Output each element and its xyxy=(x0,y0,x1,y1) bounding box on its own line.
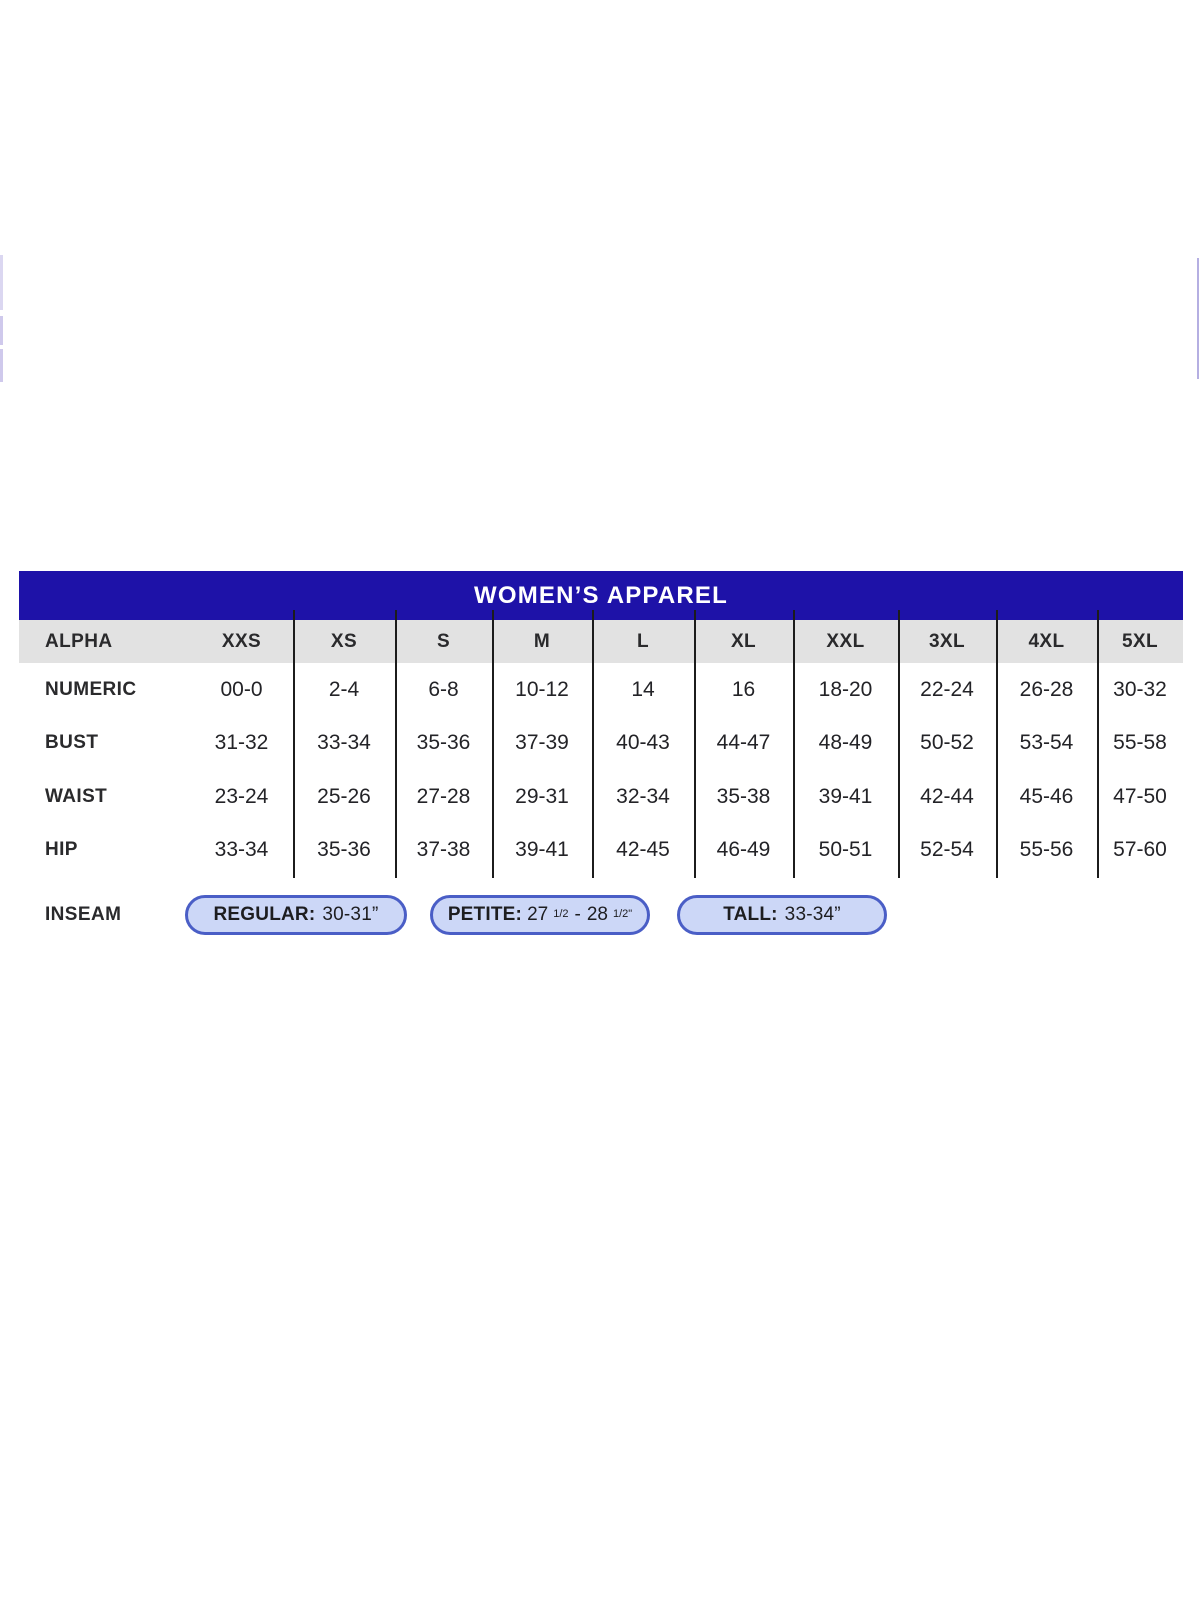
header-cell-xs: XS xyxy=(330,630,358,652)
pill-number: 28 xyxy=(586,904,608,925)
size-chart: WOMEN’S APPAREL ALPHA XXS XS S M L XL XX… xyxy=(19,571,1183,951)
header-cell-xl: XL xyxy=(730,630,757,652)
pill-label: REGULAR: xyxy=(213,904,316,925)
pill-fraction: 1/2" xyxy=(612,908,633,920)
table-cell: 42-44 xyxy=(920,784,974,808)
pill-number: 27 xyxy=(527,904,549,925)
table-cell: 39-41 xyxy=(818,784,873,808)
pill-value: 30-31” xyxy=(322,904,379,925)
table-row: HIP 33-34 35-36 37-38 39-41 42-45 46-49 … xyxy=(19,823,1183,877)
table-cell: 2-4 xyxy=(328,677,360,701)
table-cell: 35-36 xyxy=(317,838,371,862)
table-cell: 16 xyxy=(731,677,756,701)
table-cell: 22-24 xyxy=(920,677,974,701)
pill-label: PETITE: xyxy=(447,904,523,925)
table-row: NUMERIC 00-0 2-4 6-8 10-12 14 16 18-20 2… xyxy=(19,663,1183,717)
column-separator xyxy=(492,610,494,878)
pill-unit: " xyxy=(628,908,633,920)
table-cell: 33-34 xyxy=(317,731,371,755)
left-edge-artifact xyxy=(0,255,3,310)
row-label-numeric: NUMERIC xyxy=(45,678,137,700)
header-cell-xxs: XXS xyxy=(221,630,262,652)
table-cell: 37-39 xyxy=(515,731,569,755)
table-cell: 14 xyxy=(631,677,655,701)
header-cell-s: S xyxy=(436,630,451,652)
table-cell: 47-50 xyxy=(1113,784,1167,808)
table-cell: 39-41 xyxy=(515,838,569,862)
header-cell-xxl: XXL xyxy=(826,630,865,652)
table-cell: 29-31 xyxy=(515,784,569,808)
table-cell: 10-12 xyxy=(515,677,569,701)
inseam-pill-regular: REGULAR: 30-31” xyxy=(185,895,407,935)
column-separator xyxy=(592,610,594,878)
right-edge-artifact xyxy=(1197,258,1199,379)
row-label-hip: HIP xyxy=(45,839,78,861)
table-cell: 44-47 xyxy=(716,731,771,755)
table-cell: 27-28 xyxy=(416,784,471,808)
row-label-waist: WAIST xyxy=(45,785,108,807)
table-cell: 30-32 xyxy=(1113,677,1167,701)
table-cell: 18-20 xyxy=(818,677,873,701)
column-separator xyxy=(395,610,397,878)
table-cell: 37-38 xyxy=(416,838,471,862)
header-cell-3xl: 3XL xyxy=(928,630,966,652)
table-cell: 6-8 xyxy=(428,677,459,701)
inseam-row: INSEAM REGULAR: 30-31” PETITE: 27 1/2 - … xyxy=(19,877,1183,951)
table-cell: 50-52 xyxy=(920,731,974,755)
table-cell: 32-34 xyxy=(616,784,670,808)
pill-value: 33-34” xyxy=(784,904,841,925)
column-separator xyxy=(996,610,998,878)
table-cell: 55-56 xyxy=(1019,838,1074,862)
table-cell: 55-58 xyxy=(1113,731,1167,755)
table-cell: 42-45 xyxy=(616,838,670,862)
table-cell: 23-24 xyxy=(214,784,269,808)
table-row: WAIST 23-24 25-26 27-28 29-31 32-34 35-3… xyxy=(19,770,1183,824)
column-separator xyxy=(898,610,900,878)
pill-fraction: 1/2 xyxy=(553,908,569,920)
table-cell: 57-60 xyxy=(1113,838,1167,862)
column-separator xyxy=(793,610,795,878)
table-cell: 35-36 xyxy=(416,731,471,755)
size-header-row: ALPHA XXS XS S M L XL XXL 3XL 4XL 5XL xyxy=(19,620,1183,663)
column-separator xyxy=(1097,610,1099,878)
table-title: WOMEN’S APPAREL xyxy=(473,581,728,609)
left-edge-artifact xyxy=(0,316,3,345)
table-cell: 48-49 xyxy=(818,731,873,755)
table-cell: 52-54 xyxy=(920,838,974,862)
header-cell-alpha: ALPHA xyxy=(45,630,113,652)
table-row: BUST 31-32 33-34 35-36 37-39 40-43 44-47… xyxy=(19,716,1183,770)
table-cell: 45-46 xyxy=(1019,784,1074,808)
pill-separator: - xyxy=(574,904,581,925)
left-edge-artifact xyxy=(0,349,3,382)
header-cell-m: M xyxy=(533,630,551,652)
table-cell: 26-28 xyxy=(1019,677,1074,701)
inseam-pill-petite: PETITE: 27 1/2 - 28 1/2" xyxy=(430,895,650,935)
table-cell: 31-32 xyxy=(214,731,269,755)
table-cell: 25-26 xyxy=(317,784,371,808)
table-cell: 40-43 xyxy=(616,731,670,755)
row-label-bust: BUST xyxy=(45,732,99,754)
inseam-pill-tall: TALL: 33-34” xyxy=(677,895,887,935)
header-cell-5xl: 5XL xyxy=(1121,630,1159,652)
table-cell: 46-49 xyxy=(716,838,771,862)
row-label-inseam: INSEAM xyxy=(45,904,122,925)
column-separator xyxy=(694,610,696,878)
column-separator xyxy=(293,610,295,878)
table-title-bar: WOMEN’S APPAREL xyxy=(19,571,1183,620)
table-cell: 00-0 xyxy=(220,677,263,701)
header-cell-4xl: 4XL xyxy=(1028,630,1065,652)
pill-label: TALL: xyxy=(723,904,778,925)
table-cell: 35-38 xyxy=(716,784,771,808)
table-cell: 50-51 xyxy=(818,838,873,862)
header-cell-l: L xyxy=(636,630,649,652)
table-cell: 33-34 xyxy=(214,838,269,862)
table-cell: 53-54 xyxy=(1019,731,1074,755)
